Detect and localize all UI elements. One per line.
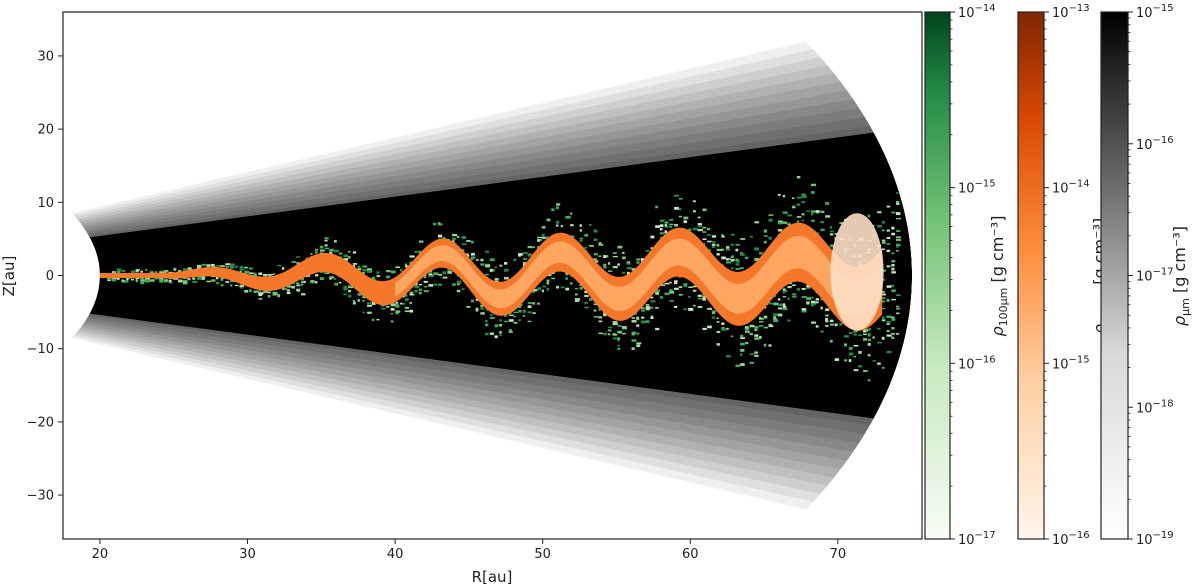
inner-cavity	[63, 204, 100, 347]
x-tick-label: 50	[534, 547, 551, 562]
colorbar-label: ρ100μm [g cm⁻³]	[988, 216, 1010, 337]
colorbar-tick-label: 10−17	[1136, 267, 1174, 285]
colorbar-gradient	[1017, 11, 1045, 540]
y-axis: −30 −20 −10 0 10 20 30	[27, 49, 63, 504]
colorbar-tick-label: 10−19	[1136, 530, 1174, 548]
y-tick-label: 10	[37, 196, 54, 211]
colorbar-tick-label: 10−16	[1052, 530, 1090, 548]
y-tick-label: 0	[46, 269, 54, 284]
x-tick-label: 40	[387, 547, 404, 562]
y-tick-label: 20	[37, 123, 54, 138]
colorbars: 10−14 10−15 10−16 10−17 ρ100μm [g cm⁻³] 10−13…	[924, 3, 1192, 548]
colorbar-tick-label: 10−18	[1136, 398, 1174, 416]
colorbar-tick-label: 10−15	[958, 179, 996, 197]
colorbar-greens: 10−14 10−15 10−16 10−17 ρ100μm [g cm⁻³]	[924, 3, 1010, 548]
x-axis-label: R[au]	[472, 568, 513, 586]
density-map	[63, 33, 912, 518]
colorbar-tick-label: 10−15	[1136, 3, 1174, 21]
colorbar-tick-label: 10−16	[1136, 135, 1174, 153]
y-tick-label: −30	[27, 489, 54, 504]
colorbar-greys: 10−15 10−16 10−17 10−18 10−19 ρμm [g cm⁻³]	[1100, 3, 1192, 548]
colorbar-tick-label: 10−13	[1052, 3, 1090, 21]
x-tick-label: 20	[92, 547, 109, 562]
colorbar-tick-label: 10−14	[1052, 179, 1090, 197]
mm-dust-layer	[99, 213, 884, 331]
colorbar-gradient	[924, 11, 951, 540]
x-tick-label: 60	[682, 547, 699, 562]
y-tick-label: −20	[27, 415, 54, 430]
x-axis: 20 30 40 50 60 70	[92, 539, 847, 562]
colorbar-tick-label: 10−17	[958, 530, 996, 548]
colorbar-tick-label: 10−14	[958, 3, 996, 21]
y-axis-label: Z[au]	[0, 256, 18, 297]
y-tick-label: −10	[27, 342, 54, 357]
colorbar-tick-label: 10−16	[958, 354, 996, 372]
x-tick-label: 70	[830, 547, 847, 562]
colorbar-tick-label: 10−15	[1052, 354, 1090, 372]
colorbar-label: ρμm [g cm⁻³]	[1170, 226, 1192, 326]
x-tick-label: 30	[239, 547, 256, 562]
y-tick-label: 30	[37, 49, 54, 64]
colorbar-gradient	[1100, 11, 1129, 540]
